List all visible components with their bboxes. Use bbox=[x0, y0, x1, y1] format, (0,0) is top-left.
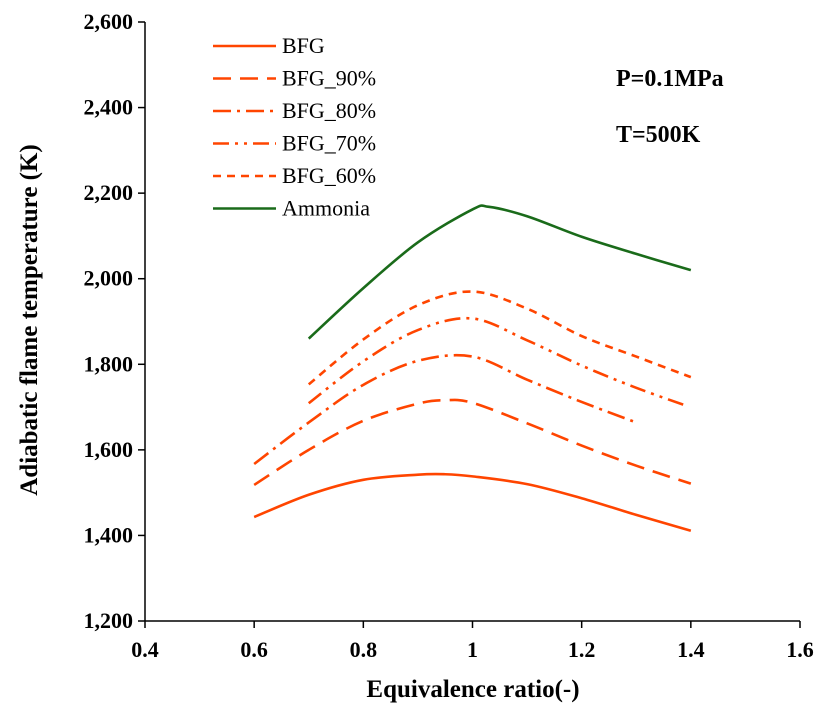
legend-label-bfg-80: BFG_80% bbox=[282, 98, 376, 123]
condition-annotation: P=0.1MPa bbox=[616, 66, 724, 92]
series-line-bfg-60 bbox=[307, 290, 692, 386]
condition-annotation: T=500K bbox=[616, 122, 701, 148]
legend-label-bfg-60: BFG_60% bbox=[282, 163, 376, 188]
annotations: P=0.1MPa T=500K bbox=[616, 66, 724, 148]
series-line-bfg-80 bbox=[253, 353, 637, 466]
series-line-bfg bbox=[253, 472, 692, 532]
y-tick-label: 1,800 bbox=[84, 351, 134, 376]
axes-layer: 1,200 1,400 1,600 1,800 2,000 2,200 2,400 2,600… bbox=[84, 9, 814, 662]
y-axis-title: Adiabatic flame temperature (K) bbox=[16, 144, 43, 496]
legend-label-ammonia: Ammonia bbox=[282, 196, 370, 221]
y-tick-label: 1,600 bbox=[84, 437, 134, 462]
legend: BFG BFG_90% BFG_80% BFG_70% BFG_60% Ammonia bbox=[213, 33, 376, 221]
x-tick-label: 0.4 bbox=[131, 637, 159, 662]
legend-label-bfg: BFG bbox=[282, 33, 325, 58]
series-line-ammonia bbox=[307, 204, 692, 340]
y-tick-label: 2,000 bbox=[84, 266, 134, 291]
series-layer bbox=[253, 204, 692, 532]
x-tick-label: 1.2 bbox=[568, 637, 596, 662]
x-axis-title: Equivalence ratio(-) bbox=[366, 676, 579, 703]
y-tick-label: 2,200 bbox=[84, 180, 134, 205]
series-line-bfg-90 bbox=[253, 398, 692, 487]
series-line-bfg-70 bbox=[307, 316, 686, 407]
x-tick-label: 0.6 bbox=[240, 637, 268, 662]
x-tick-label: 1.4 bbox=[677, 637, 705, 662]
x-tick-label: 1.6 bbox=[786, 637, 814, 662]
y-tick-label: 2,600 bbox=[84, 9, 134, 34]
legend-label-bfg-90: BFG_90% bbox=[282, 66, 376, 91]
x-tick-label: 0.8 bbox=[350, 637, 378, 662]
y-tick-label: 1,200 bbox=[84, 608, 134, 633]
legend-label-bfg-70: BFG_70% bbox=[282, 131, 376, 156]
y-tick-label: 1,400 bbox=[84, 522, 134, 547]
x-tick-label: 1 bbox=[467, 637, 478, 662]
y-tick-label: 2,400 bbox=[84, 95, 134, 120]
